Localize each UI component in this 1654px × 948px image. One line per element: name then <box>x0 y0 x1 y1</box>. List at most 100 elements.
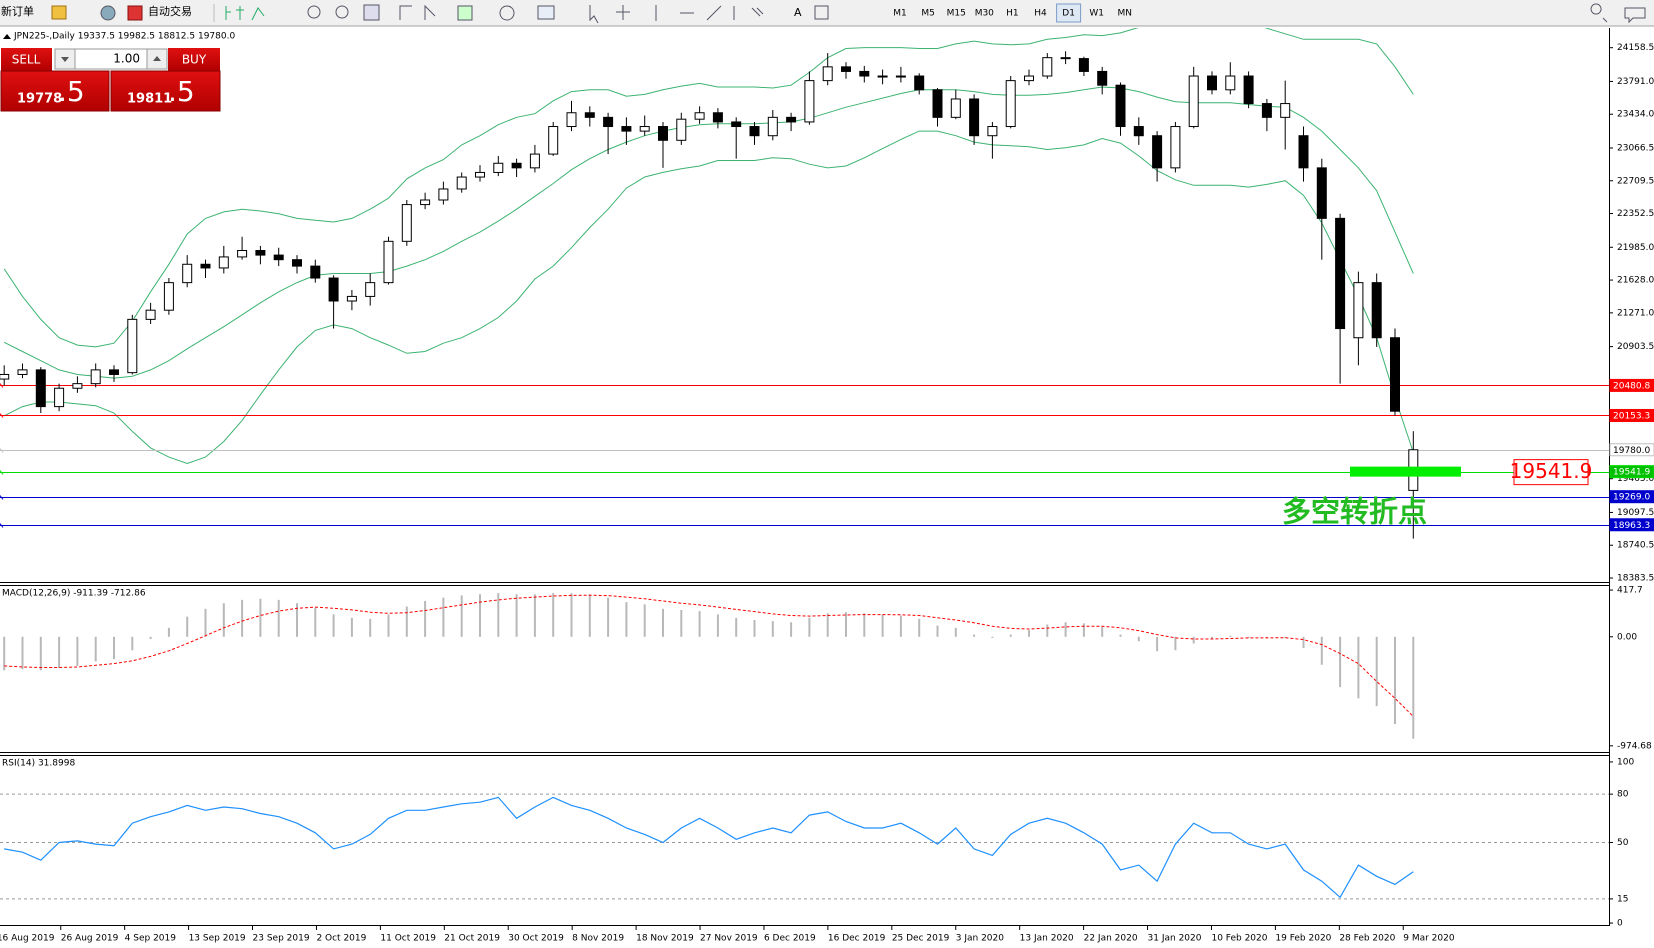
x-tick-label: 16 Dec 2019 <box>828 934 886 944</box>
candle-body <box>676 118 687 141</box>
timeframe-button[interactable]: M1 <box>893 9 907 19</box>
macd-bar <box>680 609 683 637</box>
macd-bar <box>588 594 591 637</box>
buy-button[interactable] <box>168 48 220 71</box>
timeframe-button[interactable]: M30 <box>975 9 994 19</box>
timeframe-button[interactable]: H4 <box>1034 9 1047 19</box>
candle-body <box>767 116 778 137</box>
macd-bar <box>387 614 390 637</box>
drawing-tools[interactable] <box>589 5 764 24</box>
candle-body <box>566 112 577 128</box>
macd-bar <box>1284 636 1287 638</box>
candle-body <box>292 259 302 267</box>
candle-body <box>1188 75 1199 128</box>
candle-body <box>621 126 632 132</box>
collapse-arrow[interactable] <box>3 34 11 39</box>
candle-body <box>511 162 522 169</box>
toolbar <box>0 0 1654 26</box>
tile[interactable] <box>363 4 380 21</box>
candle-body <box>987 126 998 137</box>
macd-bar <box>918 618 921 637</box>
x-tick-label: 6 Dec 2019 <box>764 934 816 944</box>
x-tick-label: 23 Sep 2019 <box>253 934 310 944</box>
candle-body <box>1353 282 1364 339</box>
macd-bar <box>460 595 463 637</box>
y-tick-label: 22709.5 <box>1617 176 1654 186</box>
macd-bar <box>204 608 207 637</box>
icon[interactable] <box>51 5 67 20</box>
candle-body <box>1298 135 1309 169</box>
macd-panel <box>3 593 1415 739</box>
timeframe-button[interactable]: M15 <box>947 9 966 19</box>
scroll-icons[interactable] <box>399 4 436 20</box>
macd-bar <box>167 627 170 637</box>
level-label-box <box>1609 378 1654 392</box>
candle-body <box>1390 337 1400 412</box>
y-tick-label: 18740.5 <box>1617 541 1654 551</box>
macd-bar <box>296 603 298 637</box>
macd-bar <box>1156 636 1159 652</box>
auto-trading-button[interactable]: 自动交易 <box>148 4 192 18</box>
candle-body <box>1170 126 1181 169</box>
candle-body <box>1005 80 1016 128</box>
y-tick-label: 80 <box>1617 790 1629 800</box>
zoom-in[interactable] <box>307 5 321 19</box>
rsi-line <box>4 796 1414 899</box>
timeframe-button[interactable]: MN <box>1118 9 1133 19</box>
x-tick-label: 16 Aug 2019 <box>0 934 55 944</box>
macd-bar <box>936 625 939 637</box>
macd-signal <box>4 594 1414 717</box>
x-tick-label: 4 Sep 2019 <box>125 934 177 944</box>
y-tick-label: 100 <box>1617 757 1634 767</box>
candle-body <box>218 256 229 269</box>
chart-type-icons[interactable] <box>225 6 265 21</box>
candle-body <box>346 295 357 302</box>
x-tick-label: 18 Nov 2019 <box>636 934 694 944</box>
text-tool[interactable]: A <box>794 6 802 19</box>
macd-bar <box>625 602 628 637</box>
zoom-out[interactable] <box>335 5 349 19</box>
macd-bar <box>1064 622 1067 637</box>
timeframe-button[interactable]: H1 <box>1006 9 1019 19</box>
bid-price: 19778 <box>17 92 62 107</box>
timeframe-button[interactable]: W1 <box>1089 9 1104 19</box>
y-tick-label: 24158.5 <box>1617 43 1654 53</box>
candle-body <box>328 277 339 302</box>
chart-header: JPN225-,Daily 19337.5 19982.5 18812.5 19… <box>13 32 235 42</box>
indicators[interactable] <box>457 5 473 21</box>
icon[interactable] <box>100 5 116 21</box>
candle-body <box>804 80 815 123</box>
new-order-button[interactable]: 新订单 <box>1 4 34 18</box>
periods[interactable] <box>499 5 515 21</box>
level-label-box <box>1609 408 1654 422</box>
macd-bar <box>863 613 866 637</box>
macd-bar <box>790 622 793 637</box>
bid-pip: .5 <box>58 75 85 108</box>
candle-body <box>237 249 248 258</box>
candle-body <box>35 369 46 408</box>
x-tick-label: 28 Feb 2020 <box>1339 934 1395 944</box>
candle-body <box>1024 75 1034 82</box>
macd-bar <box>735 617 738 637</box>
label-tool[interactable] <box>814 5 829 20</box>
ask-box[interactable] <box>110 70 221 112</box>
sell-button[interactable] <box>1 48 52 71</box>
candle-body <box>1261 103 1272 118</box>
templates[interactable] <box>537 5 555 20</box>
macd-bar <box>1320 636 1323 665</box>
chat[interactable] <box>1624 7 1646 24</box>
macd-bar <box>113 636 115 660</box>
timeframe-button[interactable]: D1 <box>1062 9 1075 19</box>
timeframe-button[interactable]: M5 <box>921 9 935 19</box>
level-label: 19269.0 <box>1613 493 1650 503</box>
macd-bar <box>149 636 152 640</box>
auto-trading-icon[interactable] <box>127 5 143 21</box>
candle-body <box>822 66 833 82</box>
bid-box[interactable] <box>0 70 110 112</box>
search[interactable] <box>1590 3 1608 23</box>
y-tick-label: 417.7 <box>1617 586 1643 596</box>
level-end-mark <box>0 413 4 418</box>
candle-body <box>1207 75 1217 91</box>
macd-bar <box>643 604 646 637</box>
macd-bar <box>716 614 719 637</box>
